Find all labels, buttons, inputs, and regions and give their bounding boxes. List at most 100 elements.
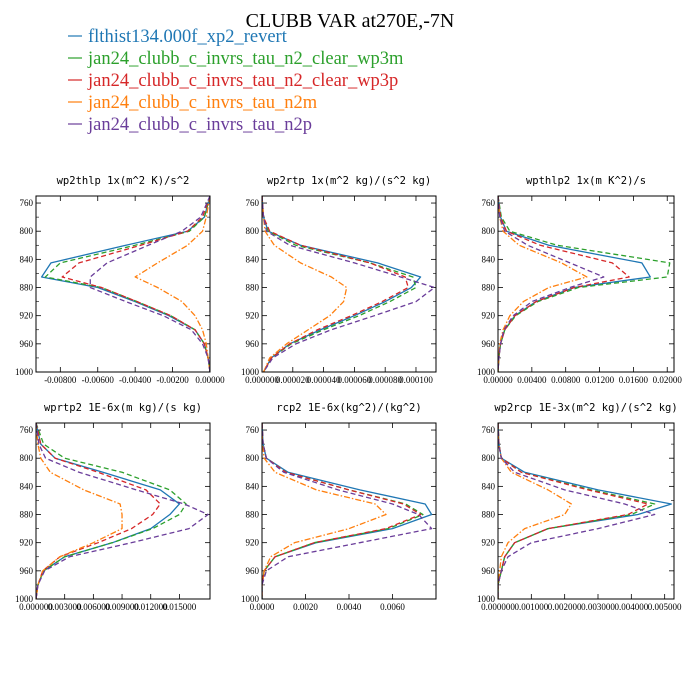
x-tick-label: 0.0000 — [250, 602, 275, 612]
series-line — [61, 196, 210, 372]
y-tick-label: 1000 — [477, 367, 496, 377]
series-line — [498, 423, 656, 599]
x-tick-label: 0.0060 — [380, 602, 405, 612]
panel-3: wpthlp2 1x(m K^2)/s 760 800 840 880 920 960 100… — [477, 175, 682, 385]
series-line — [498, 423, 672, 599]
y-tick-label: 760 — [20, 425, 34, 435]
y-tick-label: 880 — [482, 510, 496, 520]
y-tick-label: 880 — [20, 510, 34, 520]
y-tick-label: 960 — [246, 339, 260, 349]
y-tick-label: 760 — [246, 425, 260, 435]
y-tick-label: 1000 — [241, 367, 260, 377]
y-tick-label: 760 — [20, 198, 34, 208]
panel-title: wprtp2 1E-6x(m kg)/(s kg) — [44, 402, 202, 414]
x-tick-label: 0.000080 — [368, 375, 402, 385]
x-tick-label: 0.005000 — [648, 602, 682, 612]
series-group — [262, 196, 436, 372]
x-tick-label: 0.000100 — [399, 375, 433, 385]
y-tick-label: 920 — [20, 311, 34, 321]
y-tick-label: 880 — [20, 283, 34, 293]
y-tick-label: 960 — [20, 566, 34, 576]
y-tick-label: 920 — [20, 538, 34, 548]
panel-1: wp2thlp 1x(m^2 K)/s^2 760 800 840 880 920 960 1… — [15, 175, 225, 385]
y-tick-label: 800 — [20, 453, 34, 463]
y-tick-label: 880 — [246, 283, 260, 293]
legend-entry: jan24_clubb_c_invrs_tau_n2_clear_wp3p — [87, 71, 398, 91]
y-tick-label: 840 — [482, 481, 496, 491]
x-tick-label: 0.01600 — [619, 375, 649, 385]
y-tick-label: 760 — [482, 425, 496, 435]
series-line — [134, 196, 210, 372]
y-tick-label: 920 — [246, 538, 260, 548]
plot-frame — [261, 195, 437, 373]
plot-frame — [497, 422, 675, 600]
y-tick-label: 960 — [482, 339, 496, 349]
x-tick-label: 0.000020 — [276, 375, 310, 385]
x-tick-label: -0.00200 — [156, 375, 189, 385]
panel-2: wp2rtp 1x(m^2 kg)/(s^2 kg) 760 800 840 880 92… — [241, 175, 437, 385]
y-tick-label: 840 — [482, 254, 496, 264]
legend-entry: flthist134.000f_xp2_revert — [88, 27, 288, 47]
x-tick-label: -0.00800 — [44, 375, 77, 385]
x-tick-label: -0.00600 — [82, 375, 115, 385]
y-tick-label: 1000 — [15, 367, 34, 377]
x-tick-label: 0.0040 — [337, 602, 362, 612]
y-tick-label: 960 — [482, 566, 496, 576]
y-tick-label: 800 — [246, 453, 260, 463]
legend-entry: jan24_clubb_c_invrs_tau_n2m — [87, 93, 318, 113]
plot-frame — [35, 422, 211, 600]
y-tick-label: 800 — [20, 226, 34, 236]
y-tick-label: 1000 — [15, 594, 34, 604]
legend-entry: jan24_clubb_c_invrs_tau_n2_clear_wp3m — [87, 49, 404, 69]
plot-frame — [35, 195, 211, 373]
series-line — [89, 196, 210, 372]
x-tick-label: 0.000060 — [338, 375, 372, 385]
x-tick-label: 0.000000 — [481, 602, 515, 612]
series-line — [262, 423, 433, 599]
x-tick-label: 0.0020 — [293, 602, 318, 612]
panel-grid: wp2thlp 1x(m^2 K)/s^2 760 800 840 880 920 960 1… — [15, 175, 682, 612]
x-tick-label: 0.01200 — [585, 375, 615, 385]
series-line — [36, 423, 181, 599]
series-group — [262, 423, 433, 599]
panel-title: wpthlp2 1x(m K^2)/s — [526, 175, 646, 187]
series-line — [40, 196, 210, 372]
x-tick-label: 0.006000 — [76, 602, 110, 612]
y-tick-label: 1000 — [477, 594, 496, 604]
panel-title: rcp2 1E-6x(kg^2)/(kg^2) — [276, 402, 421, 414]
x-tick-label: 0.003000 — [48, 602, 82, 612]
series-group — [40, 196, 210, 372]
x-tick-label: 0.02000 — [653, 375, 683, 385]
series-line — [498, 423, 572, 599]
series-line — [498, 196, 671, 372]
x-tick-label: 0.001000 — [514, 602, 548, 612]
series-line — [262, 196, 409, 372]
figure-title: CLUBB VAR at270E,-7N — [246, 10, 455, 32]
y-tick-label: 840 — [246, 481, 260, 491]
x-tick-label: 0.003000 — [581, 602, 615, 612]
series-line — [262, 423, 422, 599]
panel-5: rcp2 1E-6x(kg^2)/(kg^2) 760 800 840 880 920 96… — [241, 402, 437, 612]
series-line — [262, 423, 433, 599]
y-tick-label: 840 — [246, 254, 260, 264]
series-line — [262, 423, 424, 599]
x-tick-label: 0.00000 — [483, 375, 513, 385]
x-tick-label: 0.000040 — [307, 375, 341, 385]
series-line — [262, 423, 387, 599]
y-tick-label: 760 — [482, 198, 496, 208]
series-group — [498, 423, 672, 599]
y-tick-label: 920 — [246, 311, 260, 321]
panel-title: wp2rtp 1x(m^2 kg)/(s^2 kg) — [267, 175, 431, 187]
panel-title: wp2thlp 1x(m^2 K)/s^2 — [57, 175, 190, 187]
y-tick-label: 800 — [482, 453, 496, 463]
series-line — [36, 423, 161, 599]
x-tick-label: 0.000000 — [19, 602, 53, 612]
legend: flthist134.000f_xp2_revertjan24_clubb_c_… — [68, 27, 404, 135]
series-line — [262, 196, 348, 372]
series-line — [498, 423, 649, 599]
x-tick-label: 0.00000 — [195, 375, 225, 385]
y-tick-label: 760 — [246, 198, 260, 208]
series-line — [498, 196, 605, 372]
legend-entry: jan24_clubb_c_invrs_tau_n2p — [87, 115, 312, 135]
